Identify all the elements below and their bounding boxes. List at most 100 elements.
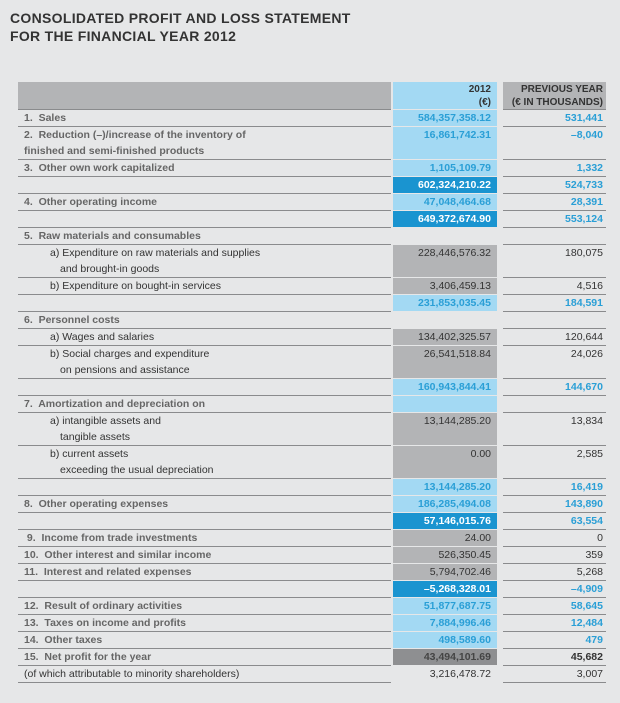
row-label-line: b) Expenditure on bought-in services (50, 280, 222, 292)
value-previous-year: 4,516 (503, 278, 606, 295)
value-2012: 13,144,285.20 (393, 413, 497, 446)
title-line-1: CONSOLIDATED PROFIT AND LOSS STATEMENT (10, 10, 351, 26)
value-previous-year: 553,124 (503, 211, 606, 228)
row-label-line: 4. Other operating income (24, 196, 158, 208)
row-label: 10. Other interest and similar income (18, 547, 391, 564)
row-label-line (24, 295, 391, 311)
value-2012: 51,877,687.75 (393, 598, 497, 615)
row-label-line: finished and semi-finished products (24, 145, 205, 157)
row-label: 14. Other taxes (18, 632, 391, 649)
row-label: 3. Other own work capitalized (18, 160, 391, 177)
value-2012: –5,268,328.01 (393, 581, 497, 598)
value-2012: 228,446,576.32 (393, 245, 497, 278)
value-2012: 57,146,015.76 (393, 513, 497, 530)
value-previous-year (503, 396, 606, 413)
row-label (18, 581, 391, 598)
table-row: 602,324,210.22 524,733 (18, 177, 606, 194)
row-label: b) Social charges and expenditure on pens… (18, 346, 391, 379)
value-2012: 3,406,459.13 (393, 278, 497, 295)
row-label-line: (of which attributable to minority share… (24, 668, 240, 680)
row-label-line: 3. Other own work capitalized (24, 162, 175, 174)
row-label-line (24, 211, 391, 227)
row-label-line: 10. Other interest and similar income (24, 549, 212, 561)
value-previous-year (503, 312, 606, 329)
value-previous-year: 359 (503, 547, 606, 564)
table-row: 13,144,285.20 16,419 (18, 479, 606, 496)
value-previous-year: 12,484 (503, 615, 606, 632)
value-previous-year: –4,909 (503, 581, 606, 598)
table-row: 9. Income from trade investments 24.00 0 (18, 530, 606, 547)
row-label-line (24, 513, 391, 529)
value-2012: 1,105,109.79 (393, 160, 497, 177)
row-label-line: 15. Net profit for the year (24, 651, 152, 663)
value-previous-year: 58,645 (503, 598, 606, 615)
row-label-line: 7. Amortization and depreciation on (24, 398, 206, 410)
value-previous-year: 524,733 (503, 177, 606, 194)
table-row: 14. Other taxes 498,589.60 479 (18, 632, 606, 649)
value-previous-year: 1,332 (503, 160, 606, 177)
row-label: 1. Sales (18, 110, 391, 127)
row-label: a) intangible assets and tangible assets (18, 413, 391, 446)
table-row: 5. Raw materials and consumables (18, 228, 606, 245)
row-label: a) Expenditure on raw materials and supp… (18, 245, 391, 278)
header-2012: 2012 (€) (393, 82, 497, 110)
row-label (18, 211, 391, 228)
table-header: 2012 (€) PREVIOUS YEAR (€ IN THOUSANDS) (18, 82, 606, 110)
value-2012: 13,144,285.20 (393, 479, 497, 496)
value-2012: 584,357,358.12 (393, 110, 497, 127)
table-row: 12. Result of ordinary activities 51,877,… (18, 598, 606, 615)
row-label-line: 11. Interest and related expenses (24, 566, 192, 578)
row-label-line: 2. Reduction (–)/increase of the invento… (24, 129, 246, 141)
row-label: 5. Raw materials and consumables (18, 228, 391, 245)
profit-loss-table: 2012 (€) PREVIOUS YEAR (€ IN THOUSANDS) … (18, 82, 606, 683)
value-previous-year: 13,834 (503, 413, 606, 446)
value-2012: 134,402,325.57 (393, 329, 497, 346)
table-row: a) Expenditure on raw materials and supp… (18, 245, 606, 278)
row-label (18, 177, 391, 194)
table-row: 13. Taxes on income and profits 7,884,996… (18, 615, 606, 632)
value-previous-year: 120,644 (503, 329, 606, 346)
value-previous-year: 531,441 (503, 110, 606, 127)
table-row: b) Social charges and expenditure on pens… (18, 346, 606, 379)
value-2012: 16,861,742.31 (393, 127, 497, 160)
value-previous-year: 16,419 (503, 479, 606, 496)
table-row: 7. Amortization and depreciation on (18, 396, 606, 413)
row-label-line: 14. Other taxes (24, 634, 103, 646)
row-label-line: a) Wages and salaries (50, 331, 155, 343)
value-previous-year: 5,268 (503, 564, 606, 581)
row-label: 15. Net profit for the year (18, 649, 391, 666)
table-row: 57,146,015.76 63,554 (18, 513, 606, 530)
value-2012: 526,350.45 (393, 547, 497, 564)
row-label-line: 13. Taxes on income and profits (24, 617, 187, 629)
header-previous-year: PREVIOUS YEAR (€ IN THOUSANDS) (503, 82, 606, 110)
header-prev-unit: (€ IN THOUSANDS) (511, 97, 603, 108)
value-previous-year (503, 228, 606, 245)
value-previous-year: 2,585 (503, 446, 606, 479)
row-label-line: a) intangible assets and (50, 415, 161, 427)
row-label-line: 8. Other operating expenses (24, 498, 169, 510)
value-previous-year: 143,890 (503, 496, 606, 513)
value-2012: 0.00 (393, 446, 497, 479)
header-prev-title: PREVIOUS YEAR (520, 84, 603, 95)
table-row: 4. Other operating income 47,048,464.68 28… (18, 194, 606, 211)
value-2012: 498,589.60 (393, 632, 497, 649)
table-row: 649,372,674.90 553,124 (18, 211, 606, 228)
value-2012: 47,048,464.68 (393, 194, 497, 211)
value-2012 (393, 312, 497, 329)
header-2012-unit: (€) (478, 97, 491, 108)
row-label (18, 513, 391, 530)
table-row: 6. Personnel costs (18, 312, 606, 329)
header-label-cell (18, 82, 391, 110)
value-2012: 3,216,478.72 (393, 666, 497, 683)
row-label-line: on pensions and assistance (60, 364, 190, 376)
value-2012: 602,324,210.22 (393, 177, 497, 194)
row-label: 9. Income from trade investments (18, 530, 391, 547)
value-2012: 7,884,996.46 (393, 615, 497, 632)
row-label: 2. Reduction (–)/increase of the invento… (18, 127, 391, 160)
value-previous-year: –8,040 (503, 127, 606, 160)
table-row: a) intangible assets and tangible assets 1… (18, 413, 606, 446)
row-label-line: 9. Income from trade investments (24, 532, 198, 544)
row-label-line (24, 581, 391, 597)
row-label: 8. Other operating expenses (18, 496, 391, 513)
value-2012: 26,541,518.84 (393, 346, 497, 379)
